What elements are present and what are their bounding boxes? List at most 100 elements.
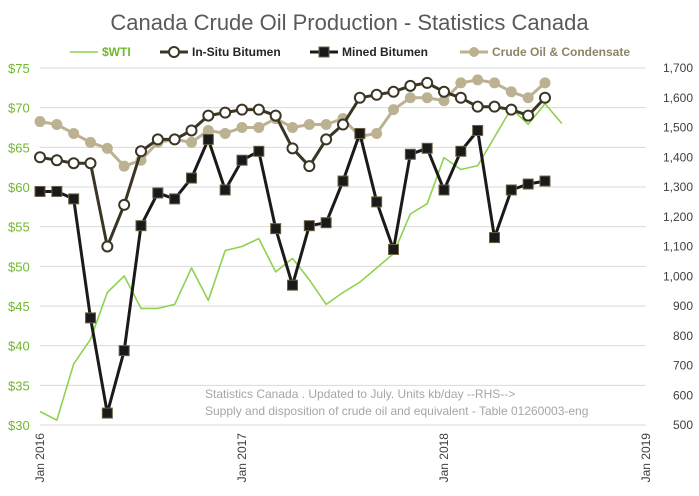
data-point <box>186 172 197 184</box>
legend-label: Crude Oil & Condensate <box>492 45 630 59</box>
data-point <box>185 124 198 137</box>
data-point <box>253 145 265 157</box>
left-tick-label: $75 <box>8 61 30 76</box>
legend-item: In-Situ Bitumen <box>160 45 281 59</box>
data-point <box>320 217 332 229</box>
data-point <box>505 86 517 98</box>
data-point <box>118 160 130 172</box>
legend-item: Mined Bitumen <box>310 45 428 59</box>
data-point <box>505 103 518 116</box>
legend-marker <box>318 46 330 58</box>
data-point <box>454 91 467 104</box>
x-tick-label: Jan 2017 <box>235 433 249 483</box>
data-point <box>101 407 113 419</box>
data-point <box>505 184 517 196</box>
data-point <box>67 157 80 170</box>
series-crude-oil-condensate <box>34 74 551 172</box>
left-tick-label: $60 <box>8 180 30 195</box>
data-point <box>320 119 332 131</box>
left-tick-label: $70 <box>8 101 30 116</box>
data-point <box>84 157 97 170</box>
data-point <box>388 243 399 255</box>
data-point <box>152 187 164 199</box>
data-point <box>421 76 434 89</box>
right-tick-label: 1,100 <box>663 240 693 254</box>
data-point <box>118 198 131 211</box>
data-point <box>303 220 315 232</box>
x-tick-label: Jan 2019 <box>639 433 653 483</box>
right-tick-label: 500 <box>673 418 693 432</box>
data-point <box>489 77 500 89</box>
data-point <box>371 127 383 139</box>
annotation-line-1: Statistics Canada . Updated to July. Uni… <box>205 387 515 401</box>
data-point <box>337 175 349 187</box>
data-point <box>421 92 433 104</box>
data-point <box>219 106 232 119</box>
legend: $WTI In-Situ Bitumen Mined Bitumen Crude Oi… <box>70 45 630 59</box>
legend-item: $WTI <box>70 45 131 59</box>
data-point <box>370 88 383 101</box>
right-tick-label: 1,300 <box>663 180 693 194</box>
data-point <box>168 133 181 146</box>
data-point <box>68 127 80 139</box>
data-point <box>169 193 181 205</box>
data-point <box>522 178 534 190</box>
series-in-situ-bitumen <box>34 76 551 253</box>
series-line <box>39 102 563 422</box>
left-tick-label: $30 <box>8 418 30 433</box>
data-point <box>404 79 417 92</box>
data-point <box>34 116 46 128</box>
data-point <box>236 103 248 116</box>
series-line <box>40 129 546 415</box>
data-point <box>320 133 333 146</box>
data-point <box>118 345 130 357</box>
data-point <box>253 122 265 133</box>
data-point <box>219 127 231 139</box>
x-tick-label: Jan 2016 <box>33 433 47 483</box>
data-point <box>287 279 298 291</box>
data-point <box>151 133 164 146</box>
data-point <box>135 145 147 158</box>
data-point <box>488 100 501 113</box>
right-tick-label: 600 <box>673 388 693 402</box>
right-tick-label: 1,400 <box>663 150 693 164</box>
data-point <box>404 148 416 160</box>
legend-label: Mined Bitumen <box>342 45 428 59</box>
data-point <box>539 175 551 187</box>
data-point <box>455 77 467 89</box>
data-point <box>471 100 484 113</box>
data-point <box>387 85 400 98</box>
right-tick-label: 1,000 <box>663 269 693 283</box>
right-tick-label: 800 <box>673 329 693 343</box>
data-point <box>236 122 248 133</box>
data-point <box>270 223 282 235</box>
right-tick-label: 1,600 <box>663 91 693 105</box>
legend-marker <box>469 47 479 57</box>
data-point <box>101 240 114 253</box>
data-point <box>51 185 63 197</box>
right-tick-label: 900 <box>673 299 693 313</box>
data-point <box>438 85 450 98</box>
data-point <box>68 193 80 205</box>
annotation-line-2: Supply and disposition of crude oil and … <box>205 404 588 418</box>
left-tick-label: $65 <box>8 140 30 155</box>
left-tick-label: $35 <box>8 378 30 393</box>
data-point <box>472 124 484 136</box>
right-axis: 500 600 700 800 900 1,000 1,100 1,200 1,300 1,400… <box>663 61 693 432</box>
left-tick-label: $50 <box>8 259 30 274</box>
data-point <box>236 154 248 166</box>
data-point <box>404 92 416 104</box>
right-tick-label: 1,200 <box>663 210 693 224</box>
data-point <box>522 92 534 104</box>
data-point <box>269 109 282 122</box>
data-point <box>539 91 551 104</box>
data-point <box>371 196 383 208</box>
data-point <box>85 136 96 148</box>
data-point <box>101 142 113 154</box>
right-tick-label: 1,500 <box>663 121 693 135</box>
left-tick-label: $40 <box>8 339 30 354</box>
legend-label: $WTI <box>102 45 131 59</box>
data-point <box>489 232 500 244</box>
legend-item: Crude Oil & Condensate <box>460 45 630 59</box>
